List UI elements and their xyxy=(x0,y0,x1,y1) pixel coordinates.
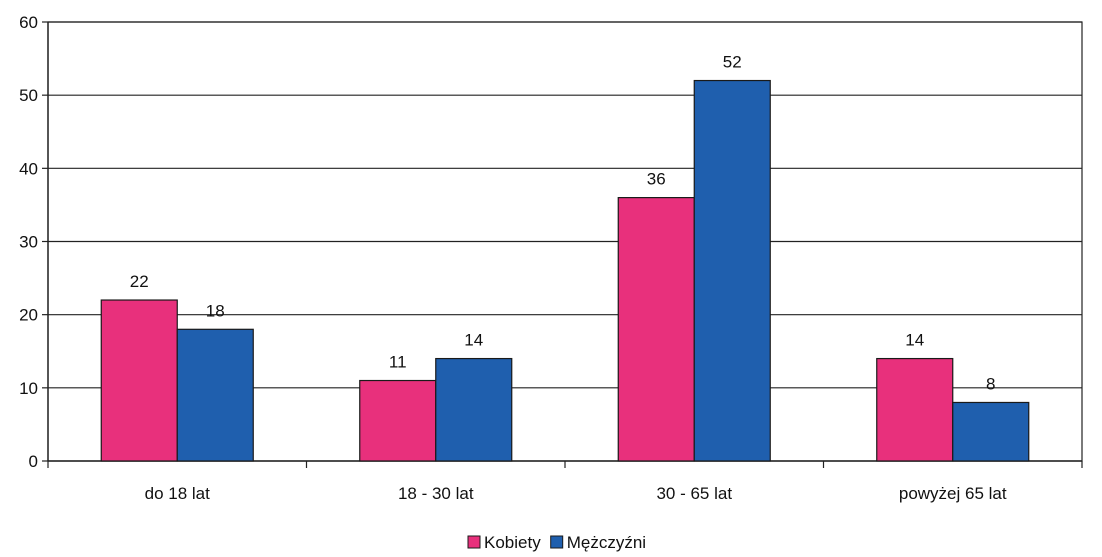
bar-value-label: 11 xyxy=(389,353,407,372)
bar-mezczyzni xyxy=(435,357,513,462)
x-category-label: 18 - 30 lat xyxy=(398,484,474,503)
y-tick-label: 10 xyxy=(19,379,38,398)
data-labels: 22 18 11 14 36 52 14 8 xyxy=(130,53,996,394)
bar-kobiety xyxy=(359,379,437,462)
bar-mezczyzni xyxy=(176,328,254,462)
bar-kobiety xyxy=(876,357,954,462)
legend-label: Mężczyźni xyxy=(567,533,646,552)
legend-label: Kobiety xyxy=(484,533,541,552)
bar-kobiety xyxy=(617,197,695,462)
bar-value-label: 14 xyxy=(464,331,483,350)
bar-mezczyzni xyxy=(693,79,771,462)
y-tick-label: 30 xyxy=(19,233,38,252)
legend: Kobiety Mężczyźni xyxy=(467,533,646,552)
x-category-label: 30 - 65 lat xyxy=(656,484,732,503)
bar-value-label: 14 xyxy=(905,331,924,350)
bar-value-label: 8 xyxy=(986,374,995,393)
bar-mezczyzni xyxy=(952,401,1030,462)
bar-value-label: 52 xyxy=(723,53,742,72)
bar-value-label: 22 xyxy=(130,272,149,291)
y-tick-label: 40 xyxy=(19,159,38,178)
y-tick-label: 0 xyxy=(29,452,38,471)
legend-swatch xyxy=(550,535,564,549)
bar-kobiety xyxy=(100,299,178,462)
x-category-label: powyżej 65 lat xyxy=(899,484,1007,503)
bar-value-label: 36 xyxy=(647,170,666,189)
y-tick-label: 50 xyxy=(19,86,38,105)
bar-value-label: 18 xyxy=(206,301,225,320)
y-tick-label: 20 xyxy=(19,306,38,325)
y-tick-label: 60 xyxy=(19,13,38,32)
bars xyxy=(100,79,1030,462)
x-category-label: do 18 lat xyxy=(145,484,210,503)
legend-swatch xyxy=(467,535,481,549)
